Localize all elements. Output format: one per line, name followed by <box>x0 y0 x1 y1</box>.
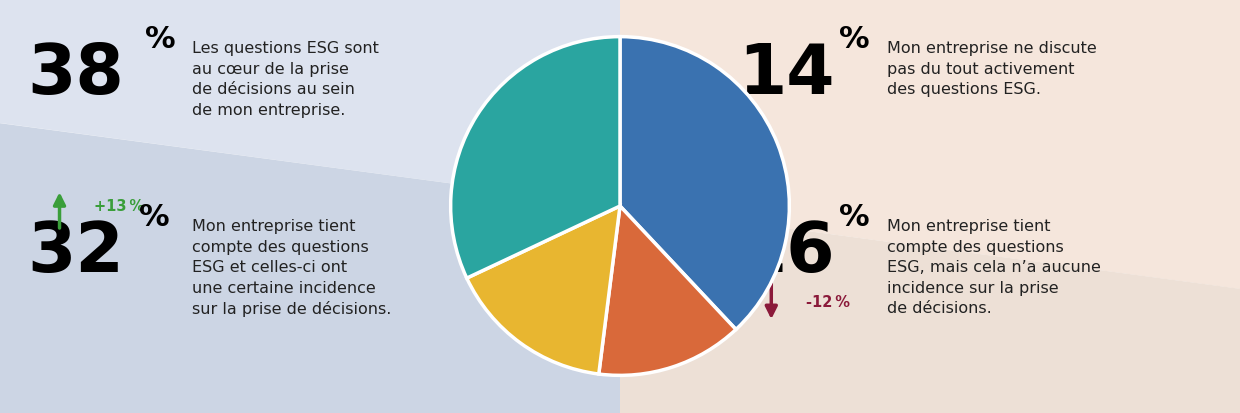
Text: +13 %: +13 % <box>94 199 144 214</box>
Text: 32: 32 <box>27 219 124 286</box>
Text: -12 %: -12 % <box>806 294 849 309</box>
Wedge shape <box>466 206 620 374</box>
Text: 16: 16 <box>738 219 835 286</box>
Wedge shape <box>450 38 620 278</box>
Text: Les questions ESG sont
au cœur de la prise
de décisions au sein
de mon entrepris: Les questions ESG sont au cœur de la pri… <box>192 41 379 117</box>
Wedge shape <box>599 206 735 375</box>
Text: Mon entreprise tient
compte des questions
ESG, mais cela n’a aucune
incidence su: Mon entreprise tient compte des question… <box>887 219 1100 315</box>
Wedge shape <box>620 38 790 330</box>
Text: 14: 14 <box>738 41 835 108</box>
Text: Mon entreprise tient
compte des questions
ESG et celles-ci ont
une certaine inci: Mon entreprise tient compte des question… <box>192 219 392 317</box>
Text: %: % <box>139 202 170 231</box>
Polygon shape <box>620 206 1240 413</box>
Text: Mon entreprise ne discute
pas du tout activement
des questions ESG.: Mon entreprise ne discute pas du tout ac… <box>887 41 1096 97</box>
Text: 38: 38 <box>27 41 124 108</box>
Text: %: % <box>145 25 176 54</box>
Polygon shape <box>620 0 1240 289</box>
Text: %: % <box>839 202 870 231</box>
Polygon shape <box>0 0 620 206</box>
Text: %: % <box>839 25 870 54</box>
Polygon shape <box>0 124 620 413</box>
